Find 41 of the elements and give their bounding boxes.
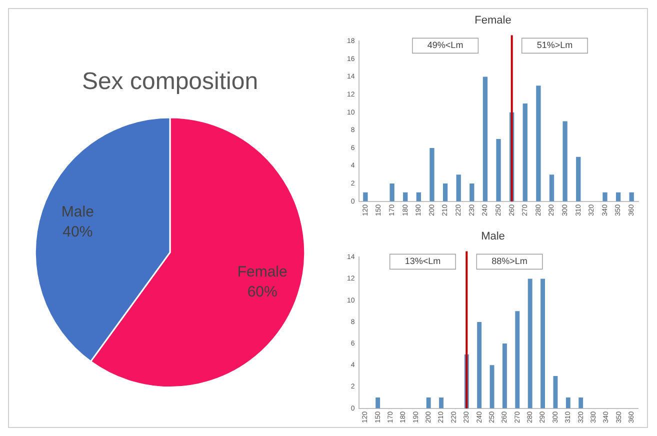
bar (562, 121, 568, 202)
bar (496, 139, 501, 202)
bar (578, 398, 584, 408)
annotation: 49%<Lm (427, 40, 464, 50)
bar (553, 376, 558, 408)
chart-title: Female (474, 14, 512, 27)
bar (549, 174, 554, 202)
bar (426, 398, 431, 408)
bar (376, 398, 380, 408)
bar (477, 322, 482, 408)
bar (456, 174, 461, 202)
annotation: 13%<Lm (404, 256, 441, 266)
bar (390, 184, 394, 202)
bar (522, 103, 528, 202)
data-label: 40% (62, 224, 93, 241)
bar (430, 148, 434, 202)
bar (502, 344, 507, 408)
bar (363, 192, 368, 202)
bar (470, 184, 474, 202)
chart-title: Sex composition (82, 68, 258, 96)
slice-label: Male (61, 204, 94, 221)
data-label: 60% (247, 284, 278, 301)
bar (515, 311, 520, 408)
bar (528, 278, 532, 408)
slice-label: Female (237, 264, 288, 281)
bar (616, 192, 621, 202)
bar (442, 184, 448, 202)
bar (576, 156, 581, 202)
bar (629, 192, 634, 202)
annotation: 88%>Lm (492, 256, 528, 266)
bar (490, 365, 494, 408)
bar (602, 192, 608, 202)
bar (403, 192, 408, 202)
bar (416, 192, 421, 202)
chart-title: Male (481, 230, 505, 243)
bar (566, 398, 570, 408)
bar (540, 278, 545, 408)
bar (439, 398, 444, 408)
annotation: 51%>Lm (536, 40, 573, 50)
bar (536, 86, 541, 202)
bar (482, 76, 488, 202)
